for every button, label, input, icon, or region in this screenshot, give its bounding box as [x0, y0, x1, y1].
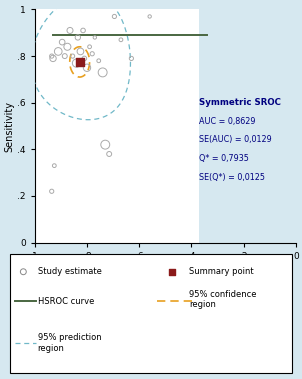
Bar — [35, 9, 199, 243]
Point — [147, 13, 152, 19]
Point — [74, 60, 79, 66]
Text: AUC = 0,8629: AUC = 0,8629 — [199, 117, 256, 126]
Text: Q* = 0,7935: Q* = 0,7935 — [199, 154, 249, 163]
X-axis label: Specificity: Specificity — [140, 263, 191, 273]
Point — [100, 69, 105, 75]
Point — [85, 65, 89, 71]
Point — [56, 49, 61, 55]
Point — [90, 51, 95, 57]
Text: Study estimate: Study estimate — [38, 267, 101, 276]
Point — [81, 27, 85, 33]
Point — [96, 58, 101, 64]
Point — [107, 151, 112, 157]
Point — [60, 39, 65, 45]
Point — [68, 27, 72, 33]
Text: HSROC curve: HSROC curve — [38, 297, 94, 306]
Text: 95% confidence
region: 95% confidence region — [189, 290, 256, 309]
Point — [78, 49, 83, 55]
Point — [77, 59, 82, 65]
Text: Symmetric SROC: Symmetric SROC — [199, 98, 281, 107]
Point — [76, 34, 80, 41]
Text: SE(Q*) = 0,0125: SE(Q*) = 0,0125 — [199, 173, 265, 182]
Point — [112, 13, 117, 19]
Text: 95% prediction
region: 95% prediction region — [38, 334, 101, 353]
Point — [169, 269, 174, 275]
Point — [49, 188, 54, 194]
Point — [87, 44, 92, 50]
Point — [129, 55, 134, 61]
Point — [70, 53, 75, 59]
Y-axis label: Sensitivity: Sensitivity — [4, 100, 14, 152]
Text: SE(AUC) = 0,0129: SE(AUC) = 0,0129 — [199, 135, 272, 144]
Point — [118, 37, 123, 43]
Point — [65, 44, 70, 50]
Point — [62, 53, 67, 59]
Point — [103, 142, 108, 148]
Point — [92, 34, 97, 41]
Point — [51, 55, 56, 61]
Point — [21, 269, 26, 275]
FancyBboxPatch shape — [11, 255, 292, 373]
Point — [49, 53, 54, 59]
Text: Summary point: Summary point — [189, 267, 253, 276]
Point — [82, 55, 87, 61]
Point — [52, 163, 57, 169]
